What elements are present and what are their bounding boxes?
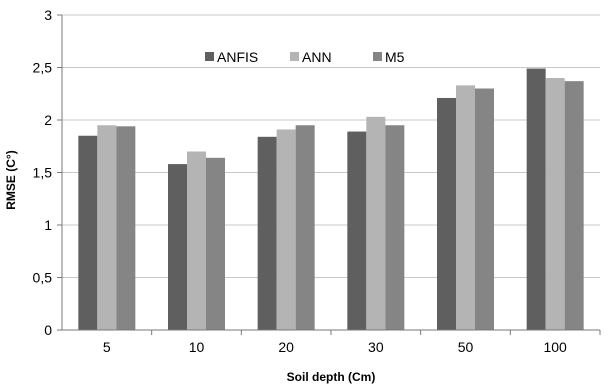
y-tick-label: 1,5 [33,165,53,181]
bar-m5-20 [295,125,315,330]
x-tick-label: 5 [103,339,111,355]
axes [57,14,601,335]
y-tick-label: 2,5 [33,60,53,76]
bars [78,68,584,331]
bar-anfis-30 [347,131,367,330]
x-tick-label: 30 [368,339,384,355]
y-axis-title: RMSE (C°) [4,150,18,209]
x-axis-title: Soil depth (Cm) [287,370,376,384]
legend-swatch-anfis [205,52,214,61]
x-tick-label: 20 [278,339,294,355]
bar-anfis-20 [257,136,277,330]
bar-ann-100 [545,78,565,330]
bar-anfis-10 [168,164,187,330]
legend-swatch-ann [290,52,299,61]
y-tick-label: 0 [44,322,52,338]
bar-anfis-100 [526,68,546,331]
legend-swatch-m5 [373,52,382,61]
legend-label-anfis: ANFIS [217,49,258,65]
bar-anfis-5 [78,135,98,330]
bar-ann-30 [366,116,386,330]
bar-ann-5 [97,125,117,330]
y-tick-label: 3 [44,7,52,23]
bar-ann-10 [187,151,206,330]
y-tick-label: 1 [44,217,52,233]
bar-m5-5 [116,126,136,330]
legend-label-ann: ANN [302,49,332,65]
bar-anfis-50 [437,97,456,330]
bar-ann-20 [276,129,296,330]
legend: ANFIS ANN M5 [205,49,405,65]
bar-ann-50 [456,85,475,330]
bar-m5-10 [206,157,225,330]
legend-label-m5: M5 [385,49,405,65]
gridlines [62,14,600,278]
x-tick-label: 10 [189,339,205,355]
bar-m5-50 [475,88,494,330]
x-tick-label: 50 [458,339,474,355]
y-tick-labels: 0 0,5 1 1,5 2 2,5 3 [33,7,53,338]
bar-m5-30 [385,125,405,330]
x-tick-labels: 5 10 20 30 50 100 [103,339,567,355]
y-tick-label: 2 [44,112,52,128]
x-tick-label: 100 [543,339,567,355]
y-tick-label: 0,5 [33,270,53,286]
bar-m5-100 [564,81,584,331]
